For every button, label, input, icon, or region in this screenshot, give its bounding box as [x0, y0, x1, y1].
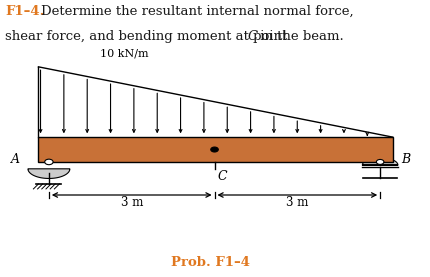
Text: 3 m: 3 m — [120, 196, 143, 209]
Text: A: A — [11, 153, 20, 166]
Text: B: B — [400, 153, 409, 166]
Text: Prob. F1–4: Prob. F1–4 — [170, 257, 249, 270]
Text: shear force, and bending moment at point: shear force, and bending moment at point — [5, 30, 291, 43]
Text: 10 kN/m: 10 kN/m — [100, 48, 148, 58]
Text: 3 m: 3 m — [286, 196, 308, 209]
Text: C: C — [218, 170, 227, 183]
Bar — [38, 137, 392, 162]
Circle shape — [210, 147, 218, 152]
Text: in the beam.: in the beam. — [255, 30, 343, 43]
Circle shape — [375, 160, 383, 165]
Text: Determine the resultant internal normal force,: Determine the resultant internal normal … — [40, 5, 352, 18]
Text: F1–4.: F1–4. — [5, 5, 44, 18]
Polygon shape — [362, 158, 397, 165]
Text: C: C — [247, 30, 257, 43]
Polygon shape — [28, 169, 70, 178]
Circle shape — [45, 159, 53, 165]
